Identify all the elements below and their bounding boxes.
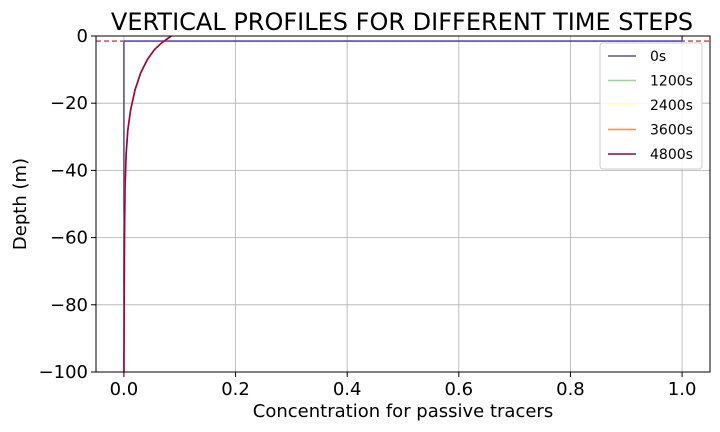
legend: 0s 1200s 2400s 3600s 4800s bbox=[599, 42, 703, 170]
legend-label: 2400s bbox=[650, 98, 693, 114]
y-axis-ticks: 0 −20 −40 −60 −80 −100 bbox=[39, 26, 96, 383]
series-group bbox=[123, 35, 683, 373]
x-tick-label: 0.6 bbox=[444, 379, 473, 400]
legend-label: 3600s bbox=[650, 123, 693, 139]
legend-box bbox=[599, 42, 703, 170]
x-tick-label: 0.0 bbox=[110, 379, 139, 400]
chart-title: VERTICAL PROFILES FOR DIFFERENT TIME STE… bbox=[111, 8, 693, 36]
x-tick-label: 0.2 bbox=[221, 379, 250, 400]
legend-label: 0s bbox=[650, 49, 666, 65]
x-axis-ticks: 0.0 0.2 0.4 0.6 0.8 1.0 bbox=[110, 372, 697, 400]
series-line-3600s bbox=[123, 35, 172, 373]
y-tick-label: −100 bbox=[39, 362, 88, 383]
y-tick-label: −20 bbox=[50, 93, 88, 114]
plot-frame bbox=[95, 35, 711, 373]
series-line-1200s bbox=[123, 35, 172, 373]
y-tick-label: 0 bbox=[77, 26, 88, 47]
y-axis-label: Depth (m) bbox=[10, 158, 31, 250]
legend-label: 4800s bbox=[650, 147, 693, 163]
x-tick-label: 0.8 bbox=[556, 379, 585, 400]
series-line-4800s bbox=[123, 35, 172, 373]
x-axis-label: Concentration for passive tracers bbox=[253, 401, 553, 422]
legend-label: 1200s bbox=[650, 74, 693, 90]
series-line-2400s bbox=[123, 35, 172, 373]
y-tick-label: −80 bbox=[50, 295, 88, 316]
x-tick-label: 1.0 bbox=[668, 379, 697, 400]
y-tick-label: −60 bbox=[50, 228, 88, 249]
series-line-0s bbox=[123, 36, 683, 372]
y-tick-label: −40 bbox=[50, 160, 88, 181]
x-tick-label: 0.4 bbox=[333, 379, 362, 400]
